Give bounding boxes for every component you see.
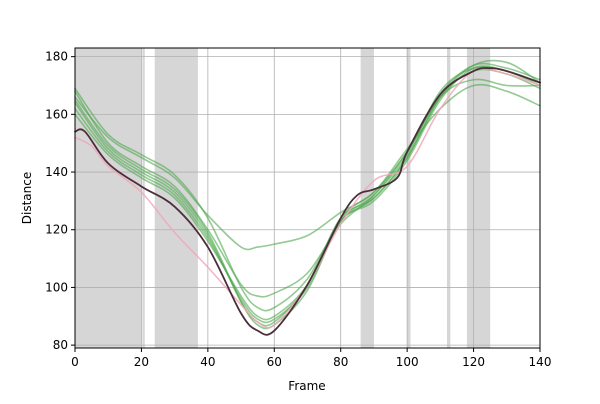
y-axis-label: Distance — [20, 172, 34, 224]
x-tick-label: 100 — [396, 355, 419, 369]
x-tick-label: 140 — [529, 355, 552, 369]
x-axis-label: Frame — [288, 379, 325, 393]
x-axis-ticks: 0 20 40 60 80 100 120 140 — [71, 348, 551, 369]
y-tick-label: 80 — [53, 338, 68, 352]
y-tick-label: 120 — [45, 223, 68, 237]
series-line-green — [74, 78, 541, 298]
y-tick-label: 100 — [45, 280, 68, 294]
x-tick-label: 120 — [462, 355, 485, 369]
y-tick-label: 140 — [45, 165, 68, 179]
series-lines — [74, 59, 541, 336]
shaded-region — [407, 48, 411, 348]
shaded-region — [142, 48, 145, 348]
y-tick-label: 160 — [45, 107, 68, 121]
shaded-region — [466, 48, 491, 348]
series-line-dark — [74, 67, 541, 336]
x-tick-label: 0 — [71, 355, 79, 369]
shaded-regions — [75, 48, 491, 348]
shaded-region — [447, 48, 451, 348]
plot-area-frame — [74, 47, 541, 349]
series-line-green — [74, 59, 541, 312]
y-tick-label: 180 — [45, 50, 68, 64]
x-tick-label: 60 — [267, 355, 282, 369]
y-axis-ticks: 80 100 120 140 160 180 — [45, 50, 75, 352]
x-tick-label: 80 — [333, 355, 348, 369]
series-line-green — [74, 83, 541, 251]
x-tick-label: 40 — [200, 355, 215, 369]
shaded-region — [75, 48, 142, 348]
series-line-pink — [74, 68, 541, 329]
x-tick-label: 20 — [134, 355, 149, 369]
